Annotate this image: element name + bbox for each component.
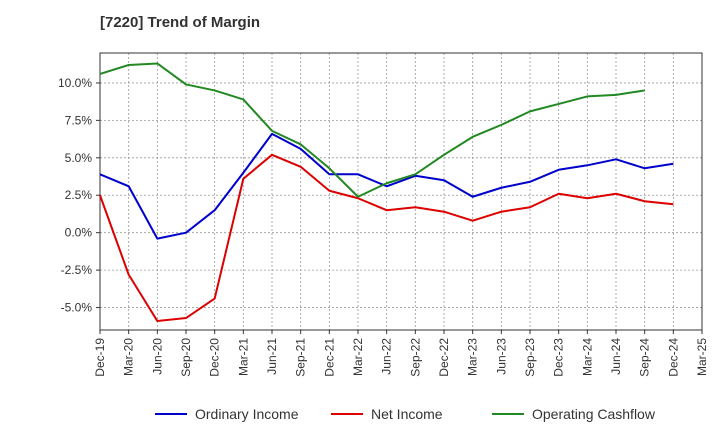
x-tick-label: Dec-22 bbox=[437, 338, 451, 377]
x-tick-label: Jun-21 bbox=[265, 338, 279, 375]
x-tick-label: Jun-23 bbox=[494, 338, 508, 375]
plot-border bbox=[99, 52, 703, 331]
x-tick-label: Jun-24 bbox=[609, 338, 623, 375]
x-tick-label: Dec-20 bbox=[208, 338, 222, 377]
x-tick-label: Dec-19 bbox=[93, 338, 107, 377]
x-tick-label: Sep-21 bbox=[294, 338, 308, 377]
x-tick-label: Mar-22 bbox=[351, 338, 365, 376]
x-tick-label: Sep-24 bbox=[638, 338, 652, 377]
x-tick-label: Dec-24 bbox=[666, 338, 680, 377]
x-tick-label: Dec-23 bbox=[552, 338, 566, 377]
plot-area bbox=[100, 53, 702, 330]
x-tick-label: Mar-25 bbox=[695, 338, 709, 376]
y-tick-label: 10.0% bbox=[58, 76, 92, 90]
legend-label: Ordinary Income bbox=[195, 406, 299, 422]
legend-label: Net Income bbox=[371, 406, 443, 422]
series-line-net-income bbox=[99, 153, 674, 323]
y-tick-label: 2.5% bbox=[65, 188, 93, 202]
x-tick-label: Dec-21 bbox=[322, 338, 336, 377]
x-tick-label: Jun-22 bbox=[380, 338, 394, 375]
x-tick-label: Mar-24 bbox=[580, 338, 594, 376]
series-line-ordinary-income bbox=[99, 132, 674, 240]
y-tick-label: 5.0% bbox=[65, 151, 93, 165]
x-tick-label: Sep-22 bbox=[408, 338, 422, 377]
series-line-operating-cashflow bbox=[99, 62, 645, 198]
legend-label: Operating Cashflow bbox=[532, 406, 656, 422]
y-tick-label: -2.5% bbox=[61, 263, 93, 277]
y-tick-label: -5.0% bbox=[61, 301, 93, 315]
x-tick-label: Jun-20 bbox=[150, 338, 164, 375]
x-tick-label: Sep-20 bbox=[179, 338, 193, 377]
x-tick-label: Sep-23 bbox=[523, 338, 537, 377]
y-tick-label: 0.0% bbox=[65, 226, 93, 240]
chart-title: [7220] Trend of Margin bbox=[100, 14, 261, 31]
x-tick-label: Mar-21 bbox=[236, 338, 250, 376]
y-tick-label: 7.5% bbox=[65, 113, 93, 127]
x-tick-label: Mar-20 bbox=[122, 338, 136, 376]
x-tick-label: Mar-23 bbox=[466, 338, 480, 376]
